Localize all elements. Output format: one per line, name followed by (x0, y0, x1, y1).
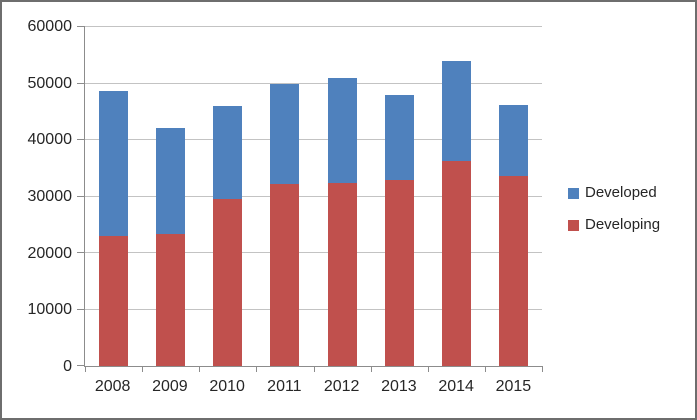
bar-segment-developing-2008 (99, 236, 129, 366)
x-axis-label-2009: 2009 (152, 378, 188, 395)
x-axis-labels: 2008 2009 2010 2011 2012 2013 2014 2015 (84, 377, 542, 397)
bar-segment-developed-2008 (99, 90, 129, 237)
bar-segment-developing-2014 (441, 161, 471, 366)
bar-segment-developed-2015 (498, 104, 528, 177)
bar-segment-developing-2010 (213, 199, 243, 366)
x-axis-label-2014: 2014 (438, 378, 474, 395)
y-axis-label-10000: 10000 (27, 301, 73, 319)
bar-segment-developing-2013 (384, 179, 414, 366)
x-axis-tick-6 (427, 366, 429, 372)
y-axis-labels: 0 10000 20000 30000 40000 50000 60000 (2, 19, 73, 375)
x-axis-tick-5 (370, 366, 372, 372)
y-axis-tick-40000 (77, 139, 85, 140)
developing-color-swatch (568, 219, 579, 231)
legend-item-developing: Developing (568, 216, 660, 234)
gridline-60000 (85, 26, 542, 27)
x-axis-tick-1 (142, 366, 144, 372)
y-axis-label-30000: 30000 (27, 188, 73, 205)
x-axis-label-2008: 2008 (94, 378, 131, 395)
y-axis-tick-60000 (77, 26, 85, 27)
x-axis-ticks (85, 366, 543, 372)
y-axis-label-20000: 20000 (27, 244, 73, 262)
y-axis-label-40000: 40000 (27, 131, 73, 149)
bar-segment-developed-2009 (156, 127, 186, 235)
bar-segment-developing-2009 (156, 234, 186, 366)
bar-segment-developed-2014 (441, 60, 471, 162)
x-axis-tick-2 (199, 366, 201, 372)
gridline-50000 (85, 82, 542, 84)
developed-color-swatch (568, 187, 579, 199)
x-axis-tick-8 (542, 366, 543, 372)
x-axis-tick-7 (484, 366, 486, 372)
y-axis-tick-50000 (77, 82, 85, 84)
bar-segment-developing-2015 (498, 176, 528, 366)
y-axis-tick-10000 (77, 308, 85, 310)
legend: Developed Developing (568, 184, 660, 234)
x-axis-label-2010: 2010 (209, 378, 245, 395)
gridline-20000 (85, 252, 542, 253)
x-axis-label-2015: 2015 (495, 378, 532, 395)
bar-segment-developed-2012 (327, 77, 357, 183)
plot-area (77, 26, 543, 372)
x-axis-tick-0 (85, 366, 86, 372)
bar-segment-developing-2012 (327, 182, 357, 366)
gridline-10000 (85, 308, 542, 310)
bar-segment-developed-2013 (384, 94, 414, 180)
x-axis-label-2011: 2011 (267, 378, 302, 395)
legend-label-developing: Developing (585, 216, 661, 233)
y-axis-tick-0 (77, 365, 85, 366)
gridline-30000 (85, 195, 542, 197)
y-axis-label-0: 0 (63, 358, 72, 375)
y-axis-label-50000: 50000 (27, 74, 73, 92)
legend-label-developed: Developed (585, 184, 657, 201)
x-axis-label-2013: 2013 (381, 378, 417, 395)
x-axis-label-2012: 2012 (323, 378, 360, 395)
bar-segment-developed-2010 (213, 106, 243, 200)
gridline-40000 (85, 139, 542, 140)
bars (85, 27, 542, 366)
y-axis-label-60000: 60000 (27, 18, 73, 35)
y-axis-tick-20000 (77, 252, 85, 253)
y-axis-tick-30000 (77, 195, 85, 197)
bar-segment-developed-2011 (270, 83, 300, 185)
gridlines (85, 26, 542, 366)
x-axis-tick-4 (313, 366, 315, 372)
x-axis-tick-3 (256, 366, 258, 372)
bar-segment-developing-2011 (270, 184, 300, 366)
y-axis-ticks (77, 26, 85, 366)
legend-item-developed: Developed (568, 184, 660, 202)
